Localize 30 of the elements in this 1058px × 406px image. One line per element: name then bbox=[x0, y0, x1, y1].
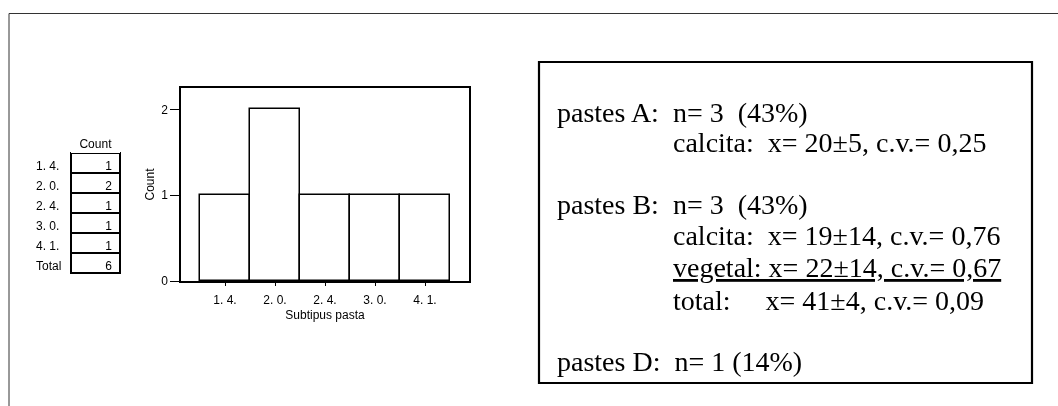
data-label: 1 bbox=[105, 199, 113, 213]
x-tick-label: 4. 1. bbox=[413, 293, 437, 308]
text: pastes B: n= 3 (43%) bbox=[557, 189, 808, 220]
category-label: 4. 1. bbox=[36, 239, 60, 253]
x-tick-label: 2. 4. bbox=[313, 293, 337, 308]
x-tick-label: 2. 0. bbox=[263, 293, 287, 308]
text: pastes D: n= 1 (14%) bbox=[557, 346, 803, 377]
data-label: 2 bbox=[105, 179, 113, 193]
data-label: 1 bbox=[105, 239, 113, 253]
x-tick-label: 3. 0. bbox=[363, 293, 387, 308]
y-tick-label: 1 bbox=[161, 188, 169, 203]
y-tick-label: 2 bbox=[161, 102, 169, 117]
y-tick-label: 0 bbox=[161, 274, 169, 289]
x-tick-label: 1. 4. bbox=[213, 293, 237, 308]
category-label: 3. 0. bbox=[36, 219, 60, 233]
category-label: Total bbox=[36, 259, 62, 273]
data-label: 6 bbox=[105, 259, 113, 273]
category-label: 2. 4. bbox=[36, 199, 60, 213]
text: calcita: x= 20±5, c.v.= 0,25 bbox=[673, 127, 987, 158]
data-label: 1 bbox=[105, 159, 113, 173]
category-label: 2. 0. bbox=[36, 179, 60, 193]
text: pastes A: n= 3 (43%) bbox=[557, 97, 808, 128]
x-axis-title: Subtipus pasta bbox=[285, 307, 366, 322]
text: Count bbox=[79, 137, 113, 151]
y-axis-title: Count bbox=[142, 167, 157, 201]
category-label: 1. 4. bbox=[36, 159, 60, 173]
text: calcita: x= 19±14, c.v.= 0,76 bbox=[673, 220, 1001, 251]
data-label: 1 bbox=[105, 219, 113, 233]
text: total: x= 41±4, c.v.= 0,09 bbox=[673, 285, 985, 316]
text: vegetal: x= 22±14, c.v.= 0,67 bbox=[673, 252, 1002, 283]
